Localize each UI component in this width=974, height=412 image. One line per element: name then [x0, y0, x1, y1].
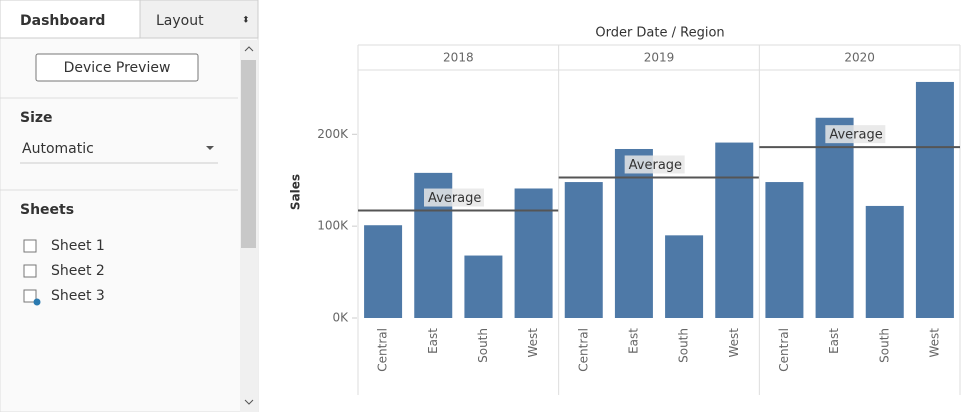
x-tick-label: South — [677, 328, 691, 363]
average-label-bg — [424, 188, 484, 207]
x-tick-label: South — [877, 328, 891, 363]
average-label-bg — [624, 155, 685, 174]
bar — [665, 235, 704, 318]
bar — [514, 188, 553, 318]
dropdown-arrow — [206, 146, 214, 150]
bar — [765, 182, 804, 318]
column-header: 2020 — [844, 51, 875, 65]
sheet-badge — [33, 298, 41, 306]
x-tick-label: Central — [576, 328, 590, 372]
scrollbar-thumb[interactable] — [241, 60, 256, 248]
average-label-bg — [825, 125, 886, 144]
bar — [915, 81, 954, 319]
x-tick-label: East — [626, 328, 640, 354]
section-title: Sheets — [20, 202, 74, 218]
y-tick-label: 200K — [317, 127, 349, 141]
tab-layout[interactable] — [139, 0, 259, 39]
x-tick-label: West — [927, 328, 941, 358]
bar — [364, 225, 403, 318]
tab-label: Dashboard — [20, 13, 105, 29]
scroll-up[interactable] — [244, 46, 254, 52]
average-label: Average — [629, 158, 682, 173]
x-tick-label: Central — [376, 328, 390, 372]
bar — [865, 205, 904, 318]
average-label: Average — [829, 128, 882, 143]
sheet-item[interactable]: Sheet 3 — [51, 288, 105, 304]
bar — [815, 117, 854, 318]
x-tick-label: West — [526, 328, 540, 358]
chart-title: Order Date / Region — [595, 26, 724, 41]
x-tick-label: Central — [777, 328, 791, 372]
tab-label: Layout — [156, 13, 204, 29]
y-tick-label: 100K — [317, 219, 349, 233]
average-label: Average — [428, 191, 481, 206]
sheet-icon — [23, 239, 37, 253]
column-header: 2018 — [443, 51, 474, 65]
y-axis-label: Sales — [289, 174, 303, 210]
x-tick-label: East — [426, 328, 440, 354]
section-title: Size — [20, 110, 53, 126]
bar — [564, 182, 603, 318]
bar — [614, 148, 653, 318]
x-tick-label: South — [476, 328, 490, 363]
y-tick-label: 0K — [332, 311, 349, 325]
tab-arrows: ⬍ — [242, 16, 250, 26]
scroll-down[interactable] — [244, 399, 254, 405]
x-tick-label: West — [727, 328, 741, 358]
sheet-item[interactable]: Sheet 1 — [51, 238, 105, 254]
tab-dashboard[interactable] — [0, 0, 141, 39]
sheet-icon — [23, 264, 37, 278]
bar — [715, 142, 754, 318]
x-tick-label: East — [827, 328, 841, 354]
button-label: Device Preview — [64, 60, 171, 76]
column-header: 2019 — [644, 51, 675, 65]
sheet-icon — [23, 289, 37, 303]
bar — [464, 255, 503, 318]
device-preview-button[interactable] — [35, 53, 199, 82]
size-dropdown[interactable]: Automatic — [22, 141, 94, 157]
sheet-item[interactable]: Sheet 2 — [51, 263, 105, 279]
